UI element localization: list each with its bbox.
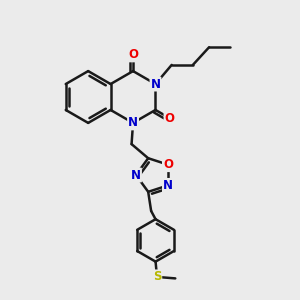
Text: S: S	[153, 270, 161, 284]
Text: O: O	[128, 48, 138, 62]
Text: N: N	[163, 179, 173, 192]
Text: N: N	[151, 77, 160, 91]
Text: N: N	[131, 169, 141, 182]
Text: O: O	[164, 112, 175, 124]
Text: N: N	[128, 116, 138, 129]
Text: O: O	[163, 158, 173, 171]
